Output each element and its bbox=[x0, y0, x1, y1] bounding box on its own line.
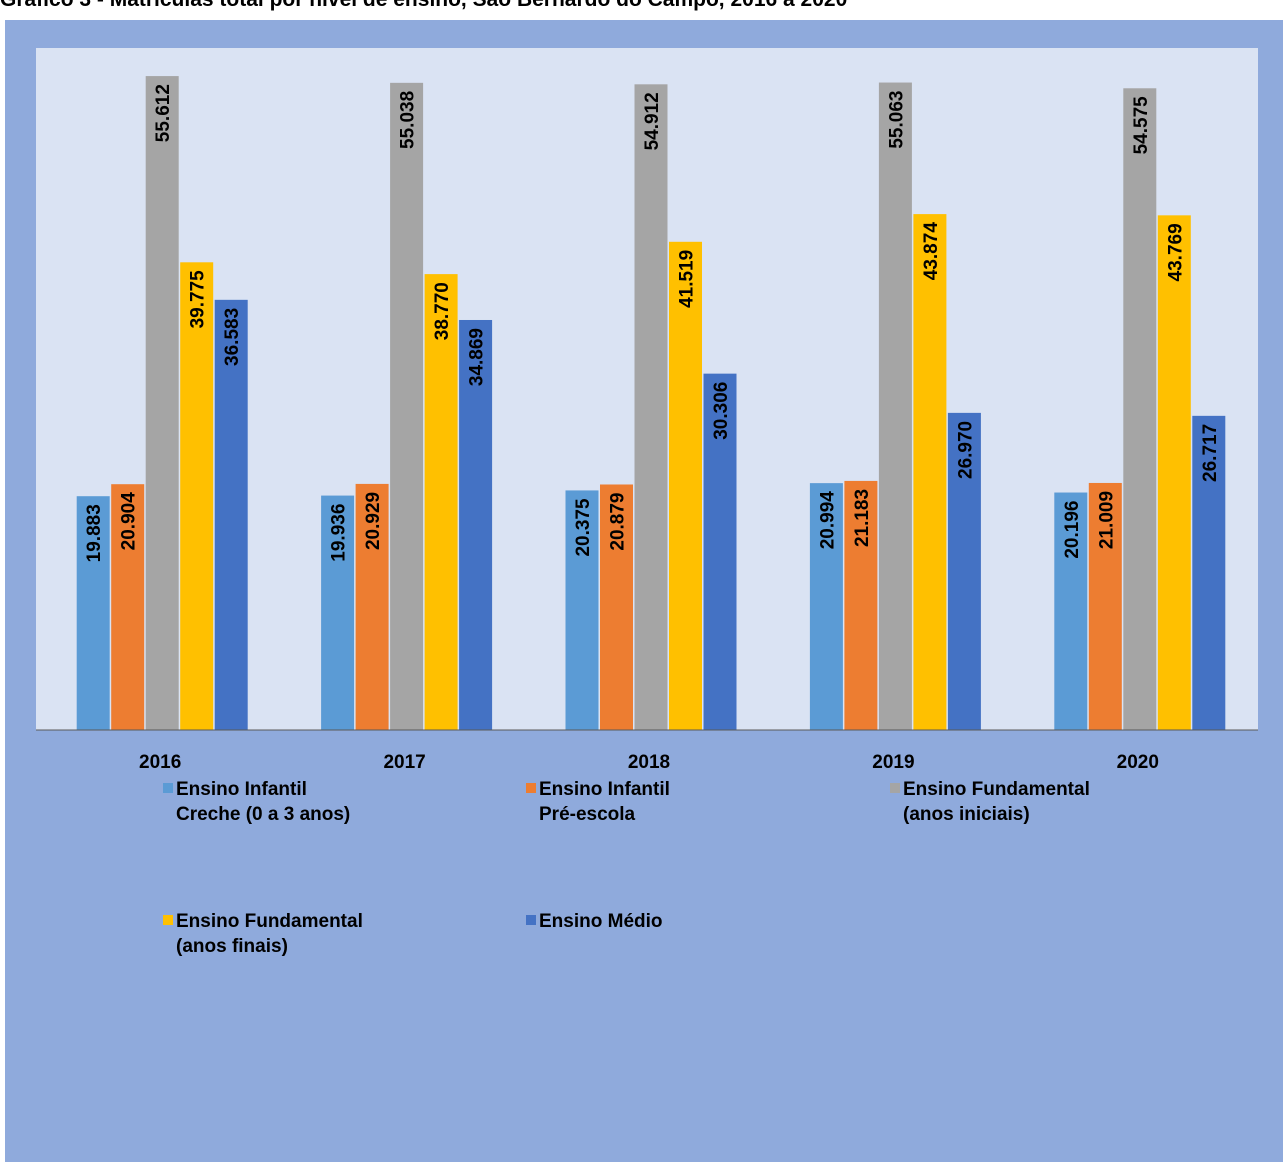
legend-label: Ensino Fundamental (anos finais) bbox=[163, 909, 363, 959]
bar-2016-series-4 bbox=[214, 299, 248, 730]
data-label-2020-series-4: 26.717 bbox=[1200, 424, 1221, 482]
legend-label-line: Ensino Infantil bbox=[539, 779, 670, 800]
x-tick-labels-group: 2016 2017 2018 2019 2020 bbox=[139, 752, 1159, 773]
bar-2016-series-0 bbox=[76, 496, 110, 730]
bar-2017-series-1 bbox=[355, 483, 389, 730]
bar-2017-series-2 bbox=[390, 82, 424, 730]
x-tick-label-2020: 2020 bbox=[1117, 752, 1159, 773]
data-label-2019-series-0: 20.994 bbox=[817, 491, 838, 550]
data-label-2016-series-3: 39.775 bbox=[188, 270, 209, 329]
data-label-2016-series-0: 19.883 bbox=[84, 504, 105, 562]
x-tick-label-2018: 2018 bbox=[628, 752, 670, 773]
bar-2017-series-0 bbox=[321, 495, 355, 730]
data-label-2018-series-4: 30.306 bbox=[711, 382, 732, 440]
legend-swatch bbox=[526, 783, 536, 793]
data-label-2018-series-2: 54.912 bbox=[642, 92, 663, 150]
legend-label: Ensino Fundamental (anos iniciais) bbox=[890, 777, 1090, 827]
chart-svg: 19.883 20.904 55.612 39.775 36.583 19.936 20.9… bbox=[36, 48, 1258, 773]
bar-2016-series-2 bbox=[145, 76, 179, 730]
bar-2019-series-3 bbox=[913, 214, 947, 730]
bar-2020-series-1 bbox=[1088, 482, 1122, 730]
data-label-2017-series-4: 34.869 bbox=[467, 328, 488, 386]
bar-2018-series-2 bbox=[634, 84, 668, 731]
legend-swatch bbox=[526, 915, 536, 925]
data-label-2020-series-0: 20.196 bbox=[1062, 501, 1083, 559]
bar-2020-series-3 bbox=[1157, 215, 1191, 731]
x-tick-label-2019: 2019 bbox=[872, 752, 914, 773]
bar-2019-series-0 bbox=[809, 483, 843, 730]
legend-item-2: Ensino Fundamental (anos iniciais) bbox=[890, 777, 1090, 827]
chart-frame: 19.883 20.904 55.612 39.775 36.583 19.936 20.9… bbox=[5, 20, 1283, 1162]
chart-title: Gráfico 3 - Matrículas total por nível d… bbox=[0, 0, 1286, 14]
legend-label-line: Ensino Médio bbox=[539, 911, 663, 932]
bar-2020-series-0 bbox=[1054, 492, 1088, 730]
bar-2020-series-2 bbox=[1123, 88, 1157, 731]
legend-label-line: Ensino Fundamental bbox=[176, 911, 363, 932]
data-label-2016-series-1: 20.904 bbox=[119, 492, 140, 551]
data-label-2016-series-2: 55.612 bbox=[153, 84, 174, 142]
bar-2016-series-3 bbox=[180, 262, 214, 730]
legend-item-0: Ensino Infantil Creche (0 a 3 anos) bbox=[163, 777, 350, 827]
bar-2019-series-1 bbox=[844, 480, 878, 730]
data-label-2019-series-3: 43.874 bbox=[921, 222, 942, 281]
data-label-2020-series-3: 43.769 bbox=[1165, 223, 1186, 281]
data-label-2019-series-2: 55.063 bbox=[886, 91, 907, 149]
legend-label: Ensino Infantil Pré-escola bbox=[526, 777, 670, 827]
legend-label-line: Ensino Fundamental bbox=[903, 779, 1090, 800]
data-label-2019-series-1: 21.183 bbox=[852, 489, 873, 547]
data-label-2017-series-1: 20.929 bbox=[363, 492, 384, 550]
bar-2018-series-0 bbox=[565, 490, 599, 730]
bars-group bbox=[76, 76, 1226, 731]
bar-2017-series-4 bbox=[459, 319, 493, 730]
bar-2018-series-1 bbox=[600, 484, 633, 730]
legend-swatch bbox=[890, 783, 900, 793]
bar-2018-series-4 bbox=[703, 373, 737, 730]
bar-2020-series-4 bbox=[1192, 415, 1226, 730]
data-label-2020-series-1: 21.009 bbox=[1096, 491, 1117, 549]
legend-label-line: Pré-escola bbox=[539, 804, 636, 825]
bar-2018-series-3 bbox=[669, 241, 702, 730]
x-tick-label-2017: 2017 bbox=[383, 752, 425, 773]
bar-2017-series-3 bbox=[424, 274, 458, 730]
bar-2019-series-2 bbox=[878, 82, 912, 731]
legend-swatch bbox=[163, 915, 173, 925]
legend-label-line: (anos finais) bbox=[176, 936, 288, 957]
data-label-2018-series-1: 20.879 bbox=[608, 492, 629, 550]
legend-label-line: (anos iniciais) bbox=[903, 804, 1030, 825]
bar-2016-series-1 bbox=[111, 484, 145, 730]
data-label-2016-series-4: 36.583 bbox=[222, 308, 243, 366]
data-label-2017-series-0: 19.936 bbox=[329, 504, 350, 562]
data-label-2018-series-3: 41.519 bbox=[677, 250, 698, 308]
legend-item-1: Ensino Infantil Pré-escola bbox=[526, 777, 670, 827]
legend-label-line: Creche (0 a 3 anos) bbox=[176, 804, 351, 825]
legend-item-3: Ensino Fundamental (anos finais) bbox=[163, 909, 363, 959]
bar-2019-series-4 bbox=[947, 412, 981, 730]
data-label-2017-series-2: 55.038 bbox=[398, 91, 419, 149]
data-label-2019-series-4: 26.970 bbox=[955, 421, 976, 479]
legend-label-line: Ensino Infantil bbox=[176, 779, 307, 800]
data-label-2020-series-2: 54.575 bbox=[1131, 96, 1152, 155]
data-labels-group: 19.883 20.904 55.612 39.775 36.583 19.936 20.9… bbox=[84, 84, 1221, 562]
legend-label: Ensino Infantil Creche (0 a 3 anos) bbox=[163, 777, 350, 827]
x-tick-label-2016: 2016 bbox=[139, 752, 181, 773]
legend-swatch bbox=[163, 783, 173, 793]
data-label-2017-series-3: 38.770 bbox=[432, 282, 453, 340]
legend-label: Ensino Médio bbox=[526, 909, 663, 934]
data-label-2018-series-0: 20.375 bbox=[573, 498, 594, 557]
legend-item-4: Ensino Médio bbox=[526, 909, 663, 934]
